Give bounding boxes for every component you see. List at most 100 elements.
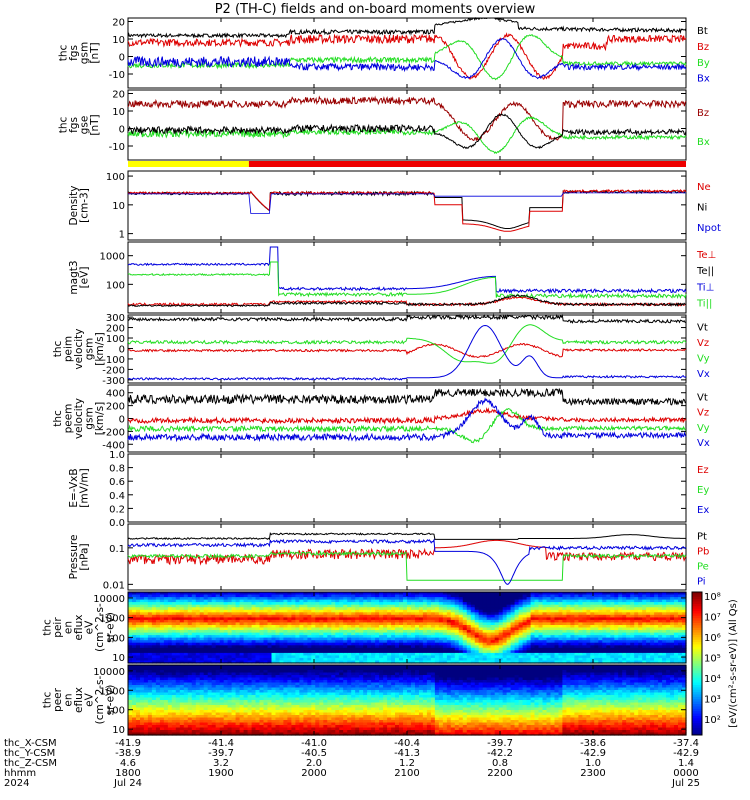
- spec-cell: [642, 614, 647, 618]
- spec-cell: [128, 707, 133, 711]
- spec-cell: [399, 592, 404, 596]
- spec-cell: [151, 614, 157, 618]
- spec-cell: [167, 652, 173, 656]
- spec-cell: [259, 642, 265, 646]
- spec-cell: [275, 604, 281, 608]
- spec-cell: [622, 660, 627, 664]
- spec-cell: [231, 627, 237, 631]
- spec-cell: [634, 637, 639, 641]
- spec-cell: [434, 625, 440, 629]
- spec-cell: [678, 607, 683, 611]
- spec-cell: [678, 612, 683, 616]
- spec-cell: [203, 670, 209, 674]
- spec-cell: [598, 650, 603, 654]
- spec-cell: [562, 592, 567, 596]
- spec-cell: [391, 652, 396, 656]
- spec-cell: [136, 702, 141, 706]
- spec-cell: [128, 660, 133, 664]
- spec-cell: [219, 670, 225, 674]
- spec-cell: [315, 650, 320, 654]
- spec-cell: [550, 627, 556, 631]
- spec-cell: [215, 604, 221, 608]
- spec-cell: [247, 622, 253, 626]
- spec-cell: [128, 637, 133, 641]
- spec-cell: [426, 599, 432, 603]
- spec-cell: [387, 614, 392, 618]
- spec-cell: [642, 645, 647, 649]
- spec-cell: [670, 650, 675, 654]
- spec-cell: [490, 622, 496, 626]
- spec-cell: [155, 722, 161, 726]
- spec-cell: [211, 665, 217, 669]
- spec-cell: [442, 597, 448, 601]
- spec-cell: [562, 607, 567, 611]
- spec-cell: [128, 645, 133, 649]
- spec-cell: [199, 690, 205, 694]
- spec-cell: [339, 640, 344, 644]
- spec-cell: [219, 697, 225, 701]
- spec-cell: [422, 622, 428, 626]
- spec-cell: [678, 632, 683, 636]
- spec-cell: [155, 647, 161, 651]
- spec-cell: [351, 647, 356, 651]
- spec-cell: [315, 637, 320, 641]
- spec-cell: [315, 627, 320, 631]
- spec-cell: [486, 660, 492, 664]
- spec-cell: [263, 632, 269, 636]
- spec-cell: [227, 657, 233, 661]
- spec-cell: [171, 715, 177, 719]
- spec-cell: [283, 625, 288, 629]
- spec-cell: [498, 625, 504, 629]
- spec-cell: [498, 602, 504, 606]
- spec-cell: [343, 655, 348, 659]
- spec-cell: [251, 630, 257, 634]
- spec-cell: [351, 640, 356, 644]
- spec-cell: [426, 607, 432, 611]
- spec-cell: [622, 604, 627, 608]
- spec-cell: [175, 722, 181, 726]
- spec-cell: [155, 692, 161, 696]
- spec-cell: [191, 697, 197, 701]
- spec-cell: [227, 597, 233, 601]
- spec-cell: [450, 627, 456, 631]
- spec-cell: [128, 594, 133, 598]
- spec-cell: [195, 632, 201, 636]
- spec-cell: [482, 630, 488, 634]
- spec-cell: [498, 612, 504, 616]
- spec-cell: [239, 625, 245, 629]
- spec-cell: [407, 602, 412, 606]
- spec-cell: [175, 695, 181, 699]
- spec-cell: [275, 642, 281, 646]
- spec-cell: [223, 627, 229, 631]
- spec-cell: [598, 617, 603, 621]
- spec-cell: [371, 612, 376, 616]
- spec-cell: [566, 637, 571, 641]
- spec-cell: [132, 655, 137, 659]
- spec-cell: [255, 604, 261, 608]
- spec-cell: [235, 619, 241, 623]
- spec-cell: [458, 657, 464, 661]
- spec-cell: [430, 597, 436, 601]
- spec-cell: [598, 640, 603, 644]
- spec-cell: [167, 642, 173, 646]
- spec-cell: [470, 642, 476, 646]
- spec-cell: [223, 710, 229, 714]
- spec-cell: [223, 657, 229, 661]
- spec-cell: [542, 619, 548, 623]
- spec-cell: [558, 650, 564, 654]
- spec-cell: [594, 637, 599, 641]
- spec-cell: [602, 602, 607, 606]
- spec-cell: [399, 619, 404, 623]
- spec-cell: [466, 604, 472, 608]
- spec-cell: [307, 619, 312, 623]
- spec-cell: [446, 660, 452, 664]
- spec-cell: [518, 657, 524, 661]
- spec-cell: [462, 650, 468, 654]
- spec-cell: [574, 594, 579, 598]
- spec-cell: [442, 609, 448, 613]
- series-By: [127, 34, 687, 81]
- spec-cell: [219, 592, 225, 596]
- spec-cell: [339, 645, 344, 649]
- spec-cell: [227, 680, 233, 684]
- spec-cell: [518, 622, 524, 626]
